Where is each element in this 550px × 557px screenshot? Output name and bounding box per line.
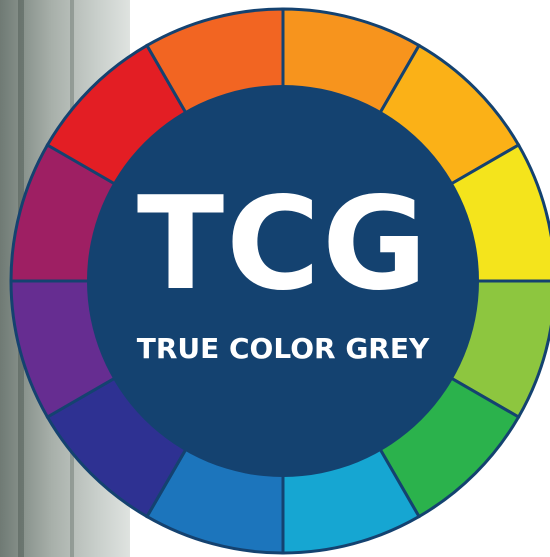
- page: TCG TRUE COLOR GREY (() => { const data …: [0, 0, 550, 557]
- logo-subtitle: TRUE COLOR GREY: [137, 332, 430, 365]
- logo-title: TCG: [137, 170, 429, 319]
- logo: TCG TRUE COLOR GREY: [0, 0, 550, 557]
